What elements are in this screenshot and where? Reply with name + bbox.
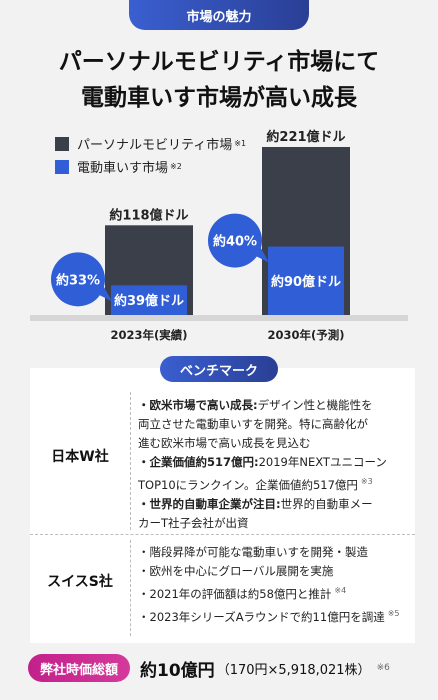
headline-line-1: パーソナルモビリティ市場にて xyxy=(58,49,380,75)
legend-note: ※1 xyxy=(234,139,247,148)
bullet-line: 進む欧米市場で高い成長を見込む xyxy=(138,434,410,453)
bullet-text: ・2023年シリーズAラウンドで約11億円を調達 xyxy=(138,609,385,624)
legend-item-personal-mobility: パーソナルモビリティ市場 ※1 xyxy=(55,134,246,153)
bullet-line: TOP10にランクイン。企業価値約517億円 ※3 xyxy=(138,472,410,495)
bullet-text: ・階段昇降が可能な電動車いすを開発・製造 xyxy=(138,545,368,559)
bullet-line: ・世界的自動車企業が注目:世界的自動車メー xyxy=(138,495,410,514)
data-label-subset: 約39億ドル xyxy=(114,293,184,309)
share-bubble-tail xyxy=(253,244,269,263)
market-cap-label: 弊社時価総額 xyxy=(28,654,131,682)
bullet-text: ・欧州を中心にグローバル展開を実施 xyxy=(138,564,334,578)
column-divider xyxy=(130,392,131,530)
bullet-text: ・2021年の評価額は約58億円と推計 xyxy=(138,586,332,601)
bullet-line: ・欧米市場で高い成長:デザイン性と機能性を xyxy=(138,396,410,415)
market-cap-row: 弊社時価総額 約10億円 （170円×5,918,021株） ※6 xyxy=(28,654,390,682)
footnote-ref: ※5 xyxy=(387,608,400,618)
company-name-w: 日本W社 xyxy=(51,449,109,465)
bullet-line: ・階段昇降が可能な電動車いすを開発・製造 xyxy=(138,543,410,562)
bullet-text: カーT社子会社が出資 xyxy=(138,515,249,530)
row-divider xyxy=(30,534,415,535)
bullet-line: ・2023年シリーズAラウンドで約11億円を調達 ※5 xyxy=(138,604,410,627)
data-label-subset: 約90億ドル xyxy=(271,274,341,290)
data-label-total: 約118億ドル xyxy=(109,207,188,223)
company-name-s: スイスS社 xyxy=(47,574,113,590)
benchmark-title: ベンチマーク xyxy=(160,356,278,382)
company-s-bullets: ・階段昇降が可能な電動車いすを開発・製造 ・欧州を中心にグローバル展開を実施 ・20… xyxy=(138,543,410,627)
footnote-ref: ※4 xyxy=(334,586,347,595)
x-tick-label: 2023年(実績) xyxy=(110,328,187,342)
bar-electric-wheelchair xyxy=(111,285,187,315)
bar-electric-wheelchair xyxy=(268,246,344,315)
bullet-text: 進む欧米市場で高い成長を見込む xyxy=(138,436,311,450)
legend-item-electric-wheelchair: 電動車いす市場 ※2 xyxy=(55,157,182,176)
data-label-total: 約221億ドル xyxy=(266,129,345,145)
footnote-ref: ※3 xyxy=(360,477,373,486)
bullet-text: TOP10にランクイン。企業価値約517億円 xyxy=(138,477,358,492)
share-bubble-tail xyxy=(96,283,112,302)
market-cap-note: ※6 xyxy=(376,663,390,673)
bullet-text: 2019年NEXTユニコーン xyxy=(258,455,387,469)
bullet-line: ・企業価値約517億円:2019年NEXTユニコーン xyxy=(138,453,410,472)
legend-label: パーソナルモビリティ市場 xyxy=(77,138,233,153)
bullet-line: カーT社子会社が出資 xyxy=(138,514,410,533)
column-divider xyxy=(130,540,131,636)
bullet-heading: ・企業価値約517億円: xyxy=(138,455,259,469)
share-bubble xyxy=(208,213,262,268)
bullet-line: ・2021年の評価額は約58億円と推計 ※4 xyxy=(138,581,410,604)
bullet-text: デザイン性と機能性を xyxy=(257,398,373,412)
x-tick-label: 2030年(予測) xyxy=(267,328,344,342)
share-label: 約33% xyxy=(56,272,100,288)
legend-swatch-dark xyxy=(55,136,69,151)
bullet-text: 両立させた電動車いすを開発。特に高齢化が xyxy=(138,417,368,431)
section-badge: 市場の魅力 xyxy=(129,0,309,30)
benchmark-panel xyxy=(30,368,415,643)
bullet-text: 世界的自動車メー xyxy=(280,496,373,511)
market-cap-value: 約10億円 xyxy=(140,660,215,681)
bullet-line: ・欧州を中心にグローバル展開を実施 xyxy=(138,562,410,581)
legend-swatch-blue xyxy=(55,159,69,174)
headline-line-2: 電動車いす市場が高い成長 xyxy=(81,85,357,111)
market-cap-detail: （170円×5,918,021株） xyxy=(216,662,371,678)
share-label: 約40% xyxy=(213,234,257,250)
legend-note: ※2 xyxy=(170,162,182,171)
share-bubble xyxy=(51,252,105,307)
company-w-bullets: ・欧米市場で高い成長:デザイン性と機能性を両立させた電動車いすを開発。特に高齢化… xyxy=(138,396,410,533)
chart-baseline xyxy=(30,315,408,321)
bullet-line: 両立させた電動車いすを開発。特に高齢化が xyxy=(138,415,410,434)
legend-label: 電動車いす市場 xyxy=(77,161,169,176)
bullet-heading: ・欧米市場で高い成長: xyxy=(138,398,258,412)
bullet-heading: ・世界的自動車企業が注目: xyxy=(138,496,281,511)
